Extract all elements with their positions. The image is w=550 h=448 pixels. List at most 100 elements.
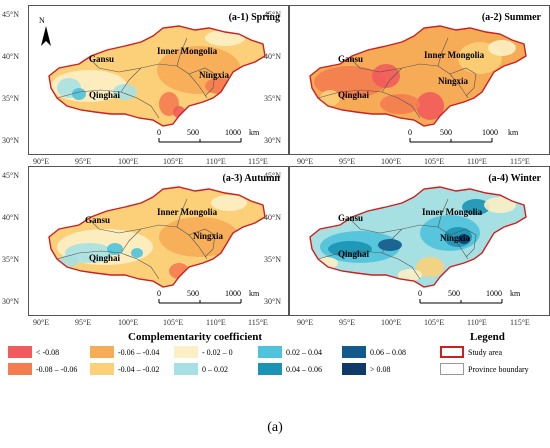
legend-label: -0.08 – -0.06 (36, 365, 78, 374)
scalebar-mid: 500 (187, 128, 199, 137)
province-boundary-line (349, 57, 469, 99)
lat-label-45n: 45°N (264, 171, 281, 180)
coefficient-patches (57, 195, 247, 279)
label-ningxia: Ningxia (440, 233, 471, 243)
coefficient-patch (416, 92, 444, 120)
label-gansu: Gansu (338, 213, 364, 223)
province-boundary-line (120, 228, 142, 254)
province-boundary-line (120, 67, 142, 93)
coefficient-patch (458, 234, 470, 244)
legend-swatch (8, 346, 32, 358)
lon-label-90e: 90°E (297, 318, 314, 327)
legend-label: 0.06 – 0.08 (370, 348, 406, 357)
legend-label: 0.04 – 0.06 (286, 365, 322, 374)
map-panel-spring: (a-1) Spring Gansu Inner Mongolia Ningxi… (28, 5, 289, 155)
scalebar-max: 1000 (225, 289, 241, 298)
coefficient-patch (398, 269, 422, 281)
study-area-outline (48, 186, 266, 288)
lat-label-45n: 45°N (264, 10, 281, 19)
lon-label-100e: 100°E (381, 157, 402, 166)
legend-study-area-label: Study area (468, 348, 502, 357)
coefficient-patches (314, 197, 516, 281)
scalebar-line (158, 138, 242, 143)
coefficient-patch (488, 40, 516, 56)
legend-label: > 0.08 (370, 365, 391, 374)
study-area-outline (309, 186, 527, 288)
legend-swatch (8, 363, 32, 375)
province-boundary-line (381, 67, 403, 93)
province-boundary-line (449, 67, 477, 97)
scalebar-zero: 0 (408, 128, 412, 137)
lat-label-30n: 30°N (2, 297, 19, 306)
legend-swatch (342, 346, 366, 358)
lon-label-100e: 100°E (118, 318, 139, 327)
legend-province-boundary-label: Province boundary (468, 365, 529, 374)
legend-swatch (90, 363, 114, 375)
north-label: N (39, 16, 45, 25)
scalebar-unit: km (510, 289, 521, 298)
map-canvas (48, 186, 266, 304)
lon-label-115e: 115°E (248, 157, 268, 166)
lon-label-90e: 90°E (33, 157, 50, 166)
coefficient-patch (211, 195, 247, 211)
legend-swatch (90, 346, 114, 358)
province-boundary-line (437, 37, 449, 67)
lat-label-35n: 35°N (264, 255, 281, 264)
map-panel-autumn: (a-3) Autumn Gansu Inner Mongolia Ningxi… (28, 166, 289, 316)
lon-label-105e: 105°E (163, 318, 184, 327)
label-qinghai: Qinghai (338, 249, 370, 259)
province-boundary-line (349, 218, 469, 260)
study-area-outline (309, 25, 527, 127)
legend-swatch (174, 346, 198, 358)
lat-label-45n: 45°N (2, 171, 19, 180)
lon-label-110e: 110°E (206, 157, 226, 166)
scalebar-mid: 500 (187, 289, 199, 298)
province-boundary-line (449, 228, 477, 258)
lon-label-105e: 105°E (163, 157, 184, 166)
province-boundary-line (176, 198, 188, 228)
legend-label: 0.02 – 0.04 (286, 348, 322, 357)
coefficient-patch (372, 64, 400, 88)
province-boundary-line (188, 67, 216, 97)
label-gansu: Gansu (89, 54, 115, 64)
label-inner-mongolia: Inner Mongolia (424, 50, 485, 60)
map-canvas (309, 25, 527, 143)
scalebar-unit: km (249, 289, 260, 298)
figure-caption: (a) (267, 420, 283, 435)
label-ningxia: Ningxia (438, 76, 469, 86)
lon-label-115e: 115°E (248, 318, 268, 327)
province-boundary-line (437, 198, 449, 228)
scalebar-zero: 0 (157, 289, 161, 298)
panel-title: (a-3) Autumn (222, 173, 280, 184)
lon-label-110e: 110°E (467, 318, 487, 327)
lon-label-95e: 95°E (75, 157, 92, 166)
coefficient-patch (59, 255, 79, 267)
lat-label-45n: 45°N (2, 10, 19, 19)
lon-label-110e: 110°E (467, 157, 487, 166)
scalebar-zero: 0 (157, 128, 161, 137)
study-area-outline (48, 25, 266, 127)
lat-label-35n: 35°N (2, 255, 19, 264)
legend-swatch (174, 363, 198, 375)
lon-label-100e: 100°E (118, 157, 139, 166)
lon-label-95e: 95°E (339, 318, 356, 327)
panel-title: (a-2) Summer (481, 12, 541, 23)
lon-label-95e: 95°E (75, 318, 92, 327)
lat-label-40n: 40°N (2, 213, 19, 222)
lat-label-35n: 35°N (264, 94, 281, 103)
province-boundary-line (176, 37, 188, 67)
lat-label-30n: 30°N (2, 136, 19, 145)
legend-label: - 0.02 – 0 (202, 348, 233, 357)
coefficient-patch (159, 217, 239, 257)
scalebar-max: 1000 (486, 289, 502, 298)
lon-label-115e: 115°E (510, 318, 530, 327)
legend-label: 0 – 0.02 (202, 365, 228, 374)
lon-label-115e: 115°E (510, 157, 530, 166)
legend-swatch (258, 363, 282, 375)
coefficient-patch (314, 66, 386, 98)
lon-label-105e: 105°E (424, 318, 445, 327)
legend-province-boundary-swatch (440, 363, 464, 375)
coefficient-patch (416, 257, 444, 277)
coefficient-patches (314, 40, 516, 120)
